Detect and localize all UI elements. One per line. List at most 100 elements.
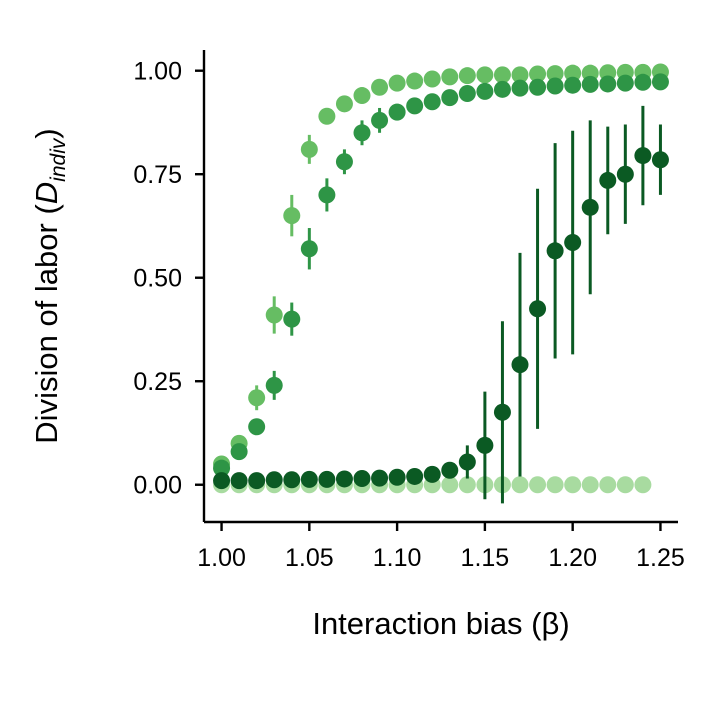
data-point — [458, 67, 476, 85]
data-point — [248, 389, 266, 407]
axes-layer: 1.00 1.05 1.10 1.15 1.20 1.25 0.00 0.25 0.50 0.75… — [133, 50, 685, 572]
data-point — [388, 468, 406, 486]
y-axis-title: Division of labor (Dindiv) — [29, 128, 70, 443]
data-point — [213, 472, 231, 490]
data-point — [634, 73, 652, 91]
data-point — [511, 79, 529, 97]
data-point — [353, 124, 371, 142]
data-point — [493, 80, 511, 98]
data-point — [581, 476, 599, 494]
data-point — [529, 78, 547, 96]
data-point — [318, 186, 336, 204]
data-point — [265, 471, 283, 489]
x-tick-label: 1.10 — [373, 544, 422, 572]
y-tick-label: 1.00 — [133, 58, 182, 86]
series-3 — [213, 73, 669, 477]
data-point — [230, 472, 248, 490]
data-point — [248, 418, 266, 436]
data-point — [529, 65, 547, 83]
data-point — [388, 74, 406, 92]
data-point — [406, 72, 424, 90]
data-point — [335, 95, 353, 113]
data-point — [616, 165, 634, 183]
data-point — [423, 70, 441, 88]
data-point — [546, 77, 564, 95]
data-point — [634, 476, 652, 494]
data-point — [300, 240, 318, 258]
data-point — [441, 476, 459, 494]
data-point — [265, 306, 283, 324]
data-point — [371, 469, 389, 487]
data-point — [599, 171, 617, 189]
data-point — [230, 443, 248, 461]
data-point — [458, 453, 476, 471]
data-point — [406, 97, 424, 115]
data-point — [529, 476, 547, 494]
data-point — [564, 476, 582, 494]
data-point — [634, 147, 652, 165]
data-point — [248, 472, 266, 490]
data-point — [529, 300, 547, 318]
x-tick-label: 1.05 — [285, 544, 334, 572]
data-point — [599, 476, 617, 494]
x-axis-title: Interaction bias (β) — [312, 606, 569, 641]
data-point — [441, 89, 459, 107]
x-tick-label: 1.20 — [548, 544, 597, 572]
y-axis-title-subscript: indiv — [47, 137, 70, 182]
series-4 — [213, 105, 669, 504]
data-point — [283, 310, 301, 328]
data-point — [651, 151, 669, 169]
data-point — [213, 459, 231, 477]
data-point — [546, 65, 564, 83]
data-point — [546, 476, 564, 494]
y-tick-label: 0.50 — [133, 265, 182, 293]
y-axis-title-prefix: Division of labor ( — [29, 204, 64, 444]
data-point — [283, 471, 301, 489]
data-point — [546, 242, 564, 260]
data-point — [335, 153, 353, 171]
data-point — [406, 467, 424, 485]
y-axis-title-suffix: ) — [29, 128, 64, 138]
data-point — [458, 84, 476, 102]
data-point — [458, 476, 476, 494]
data-point — [651, 73, 669, 91]
data-point — [335, 470, 353, 488]
data-point — [441, 68, 459, 86]
series-2 — [213, 63, 669, 473]
y-tick-label: 0.25 — [133, 368, 182, 396]
y-tick-label: 0.00 — [133, 472, 182, 500]
data-point — [511, 66, 529, 84]
data-point — [283, 207, 301, 225]
data-point — [581, 198, 599, 216]
data-point — [511, 356, 529, 374]
y-axis-title-symbol: D — [29, 182, 64, 204]
data-point — [441, 461, 459, 479]
data-point — [300, 140, 318, 158]
data-point — [388, 103, 406, 121]
data-point — [564, 64, 582, 82]
x-tick-label: 1.00 — [197, 544, 246, 572]
data-point — [423, 465, 441, 483]
data-point — [511, 476, 529, 494]
data-point — [371, 78, 389, 96]
data-point — [265, 376, 283, 394]
data-point — [476, 436, 494, 454]
data-point — [476, 66, 494, 84]
data-point — [353, 470, 371, 488]
series-layer — [213, 63, 669, 504]
data-point — [493, 403, 511, 421]
data-point — [423, 93, 441, 111]
x-tick-label: 1.25 — [636, 544, 685, 572]
data-point — [476, 82, 494, 100]
data-point — [616, 476, 634, 494]
data-point — [564, 234, 582, 252]
data-point — [493, 66, 511, 84]
data-point — [564, 76, 582, 94]
data-point — [353, 87, 371, 105]
data-point — [371, 111, 389, 129]
y-tick-label: 0.75 — [133, 161, 182, 189]
x-tick-label: 1.15 — [461, 544, 510, 572]
data-point — [318, 107, 336, 125]
data-point — [616, 74, 634, 92]
